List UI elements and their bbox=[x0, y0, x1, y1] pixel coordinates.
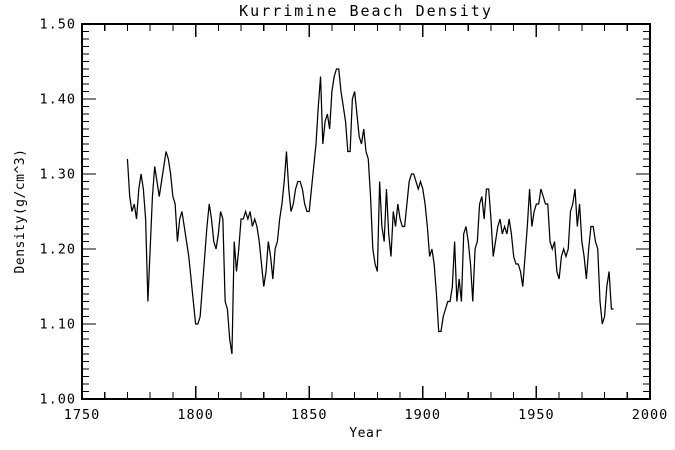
x-tick-label: 1850 bbox=[291, 407, 328, 423]
y-tick-labels: 1.00 1.10 1.20 1.30 1.40 1.50 bbox=[39, 17, 76, 408]
chart-title: Kurrimine Beach Density bbox=[239, 2, 493, 20]
y-tick-label: 1.00 bbox=[39, 392, 76, 408]
y-tick-label: 1.20 bbox=[39, 242, 76, 258]
x-tick-label: 1950 bbox=[518, 407, 555, 423]
x-tick-label: 1800 bbox=[177, 407, 214, 423]
x-tick-labels: 1750 1800 1850 1900 1950 2000 bbox=[64, 407, 669, 423]
y-tick-label: 1.50 bbox=[39, 17, 76, 33]
plot-frame bbox=[81, 23, 651, 400]
y-axis-label: Density(g/cm^3) bbox=[13, 149, 28, 274]
y-tick-label: 1.10 bbox=[39, 317, 76, 333]
x-tick-label: 1750 bbox=[64, 407, 101, 423]
x-axis-label: Year bbox=[349, 426, 382, 441]
x-tick-label: 1900 bbox=[405, 407, 442, 423]
y-tick-label: 1.40 bbox=[39, 92, 76, 108]
x-tick-label: 2000 bbox=[632, 407, 669, 423]
density-series-line bbox=[126, 68, 614, 355]
axis-ticks bbox=[81, 23, 651, 400]
y-tick-label: 1.30 bbox=[39, 167, 76, 183]
